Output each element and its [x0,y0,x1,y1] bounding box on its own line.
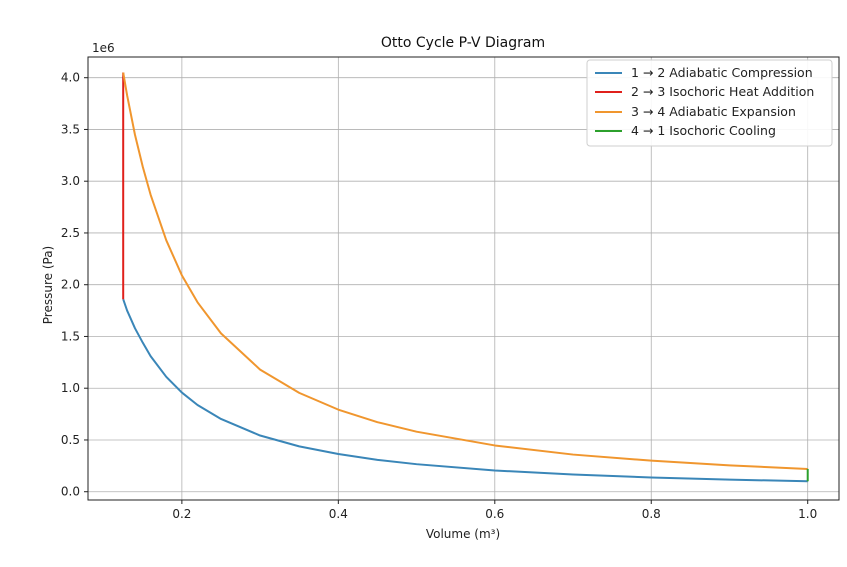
y-tick-label: 3.5 [61,122,80,136]
chart-title: Otto Cycle P-V Diagram [381,35,545,51]
y-tick-label: 2.0 [61,278,80,292]
series-compression [122,298,808,483]
y-scale-label: 1e6 [92,41,115,55]
y-tick-label: 0.5 [61,433,80,447]
y-tick-label: 4.0 [61,71,80,85]
plot-frame [87,56,840,501]
y-tick-label: 2.5 [61,226,80,240]
legend-label-heat-addition: 2 → 3 Isochoric Heat Addition [631,84,814,99]
series-lines [122,72,809,483]
x-tick-label: 0.4 [329,507,348,521]
legend-label-expansion: 3 → 4 Adiabatic Expansion [631,104,796,119]
x-tick-label: 0.2 [172,507,191,521]
y-tick-label: 3.0 [61,174,80,188]
x-tick-label: 0.8 [642,507,661,521]
x-axis-label: Volume (m³) [426,527,500,541]
legend-box [586,59,833,147]
legend: 1 → 2 Adiabatic Compression 2 → 3 Isocho… [586,59,833,147]
x-tick-label: 0.6 [485,507,504,521]
legend-label-cooling: 4 → 1 Isochoric Cooling [631,123,776,138]
series-expansion [122,72,808,470]
legend-label-compression: 1 → 2 Adiabatic Compression [631,65,813,80]
y-tick-label: 1.0 [61,381,80,395]
x-tick-label: 1.0 [798,507,817,521]
y-tick-label: 1.5 [61,329,80,343]
y-tick-label: 0.0 [61,485,80,499]
grid [88,57,839,500]
y-axis-label: Pressure (Pa) [41,246,55,324]
ticks: 0.2 0.4 0.6 0.8 1.0 0.0 0.5 1.0 1.5 2.0 2.5 3.0 3.5 4… [61,71,817,521]
